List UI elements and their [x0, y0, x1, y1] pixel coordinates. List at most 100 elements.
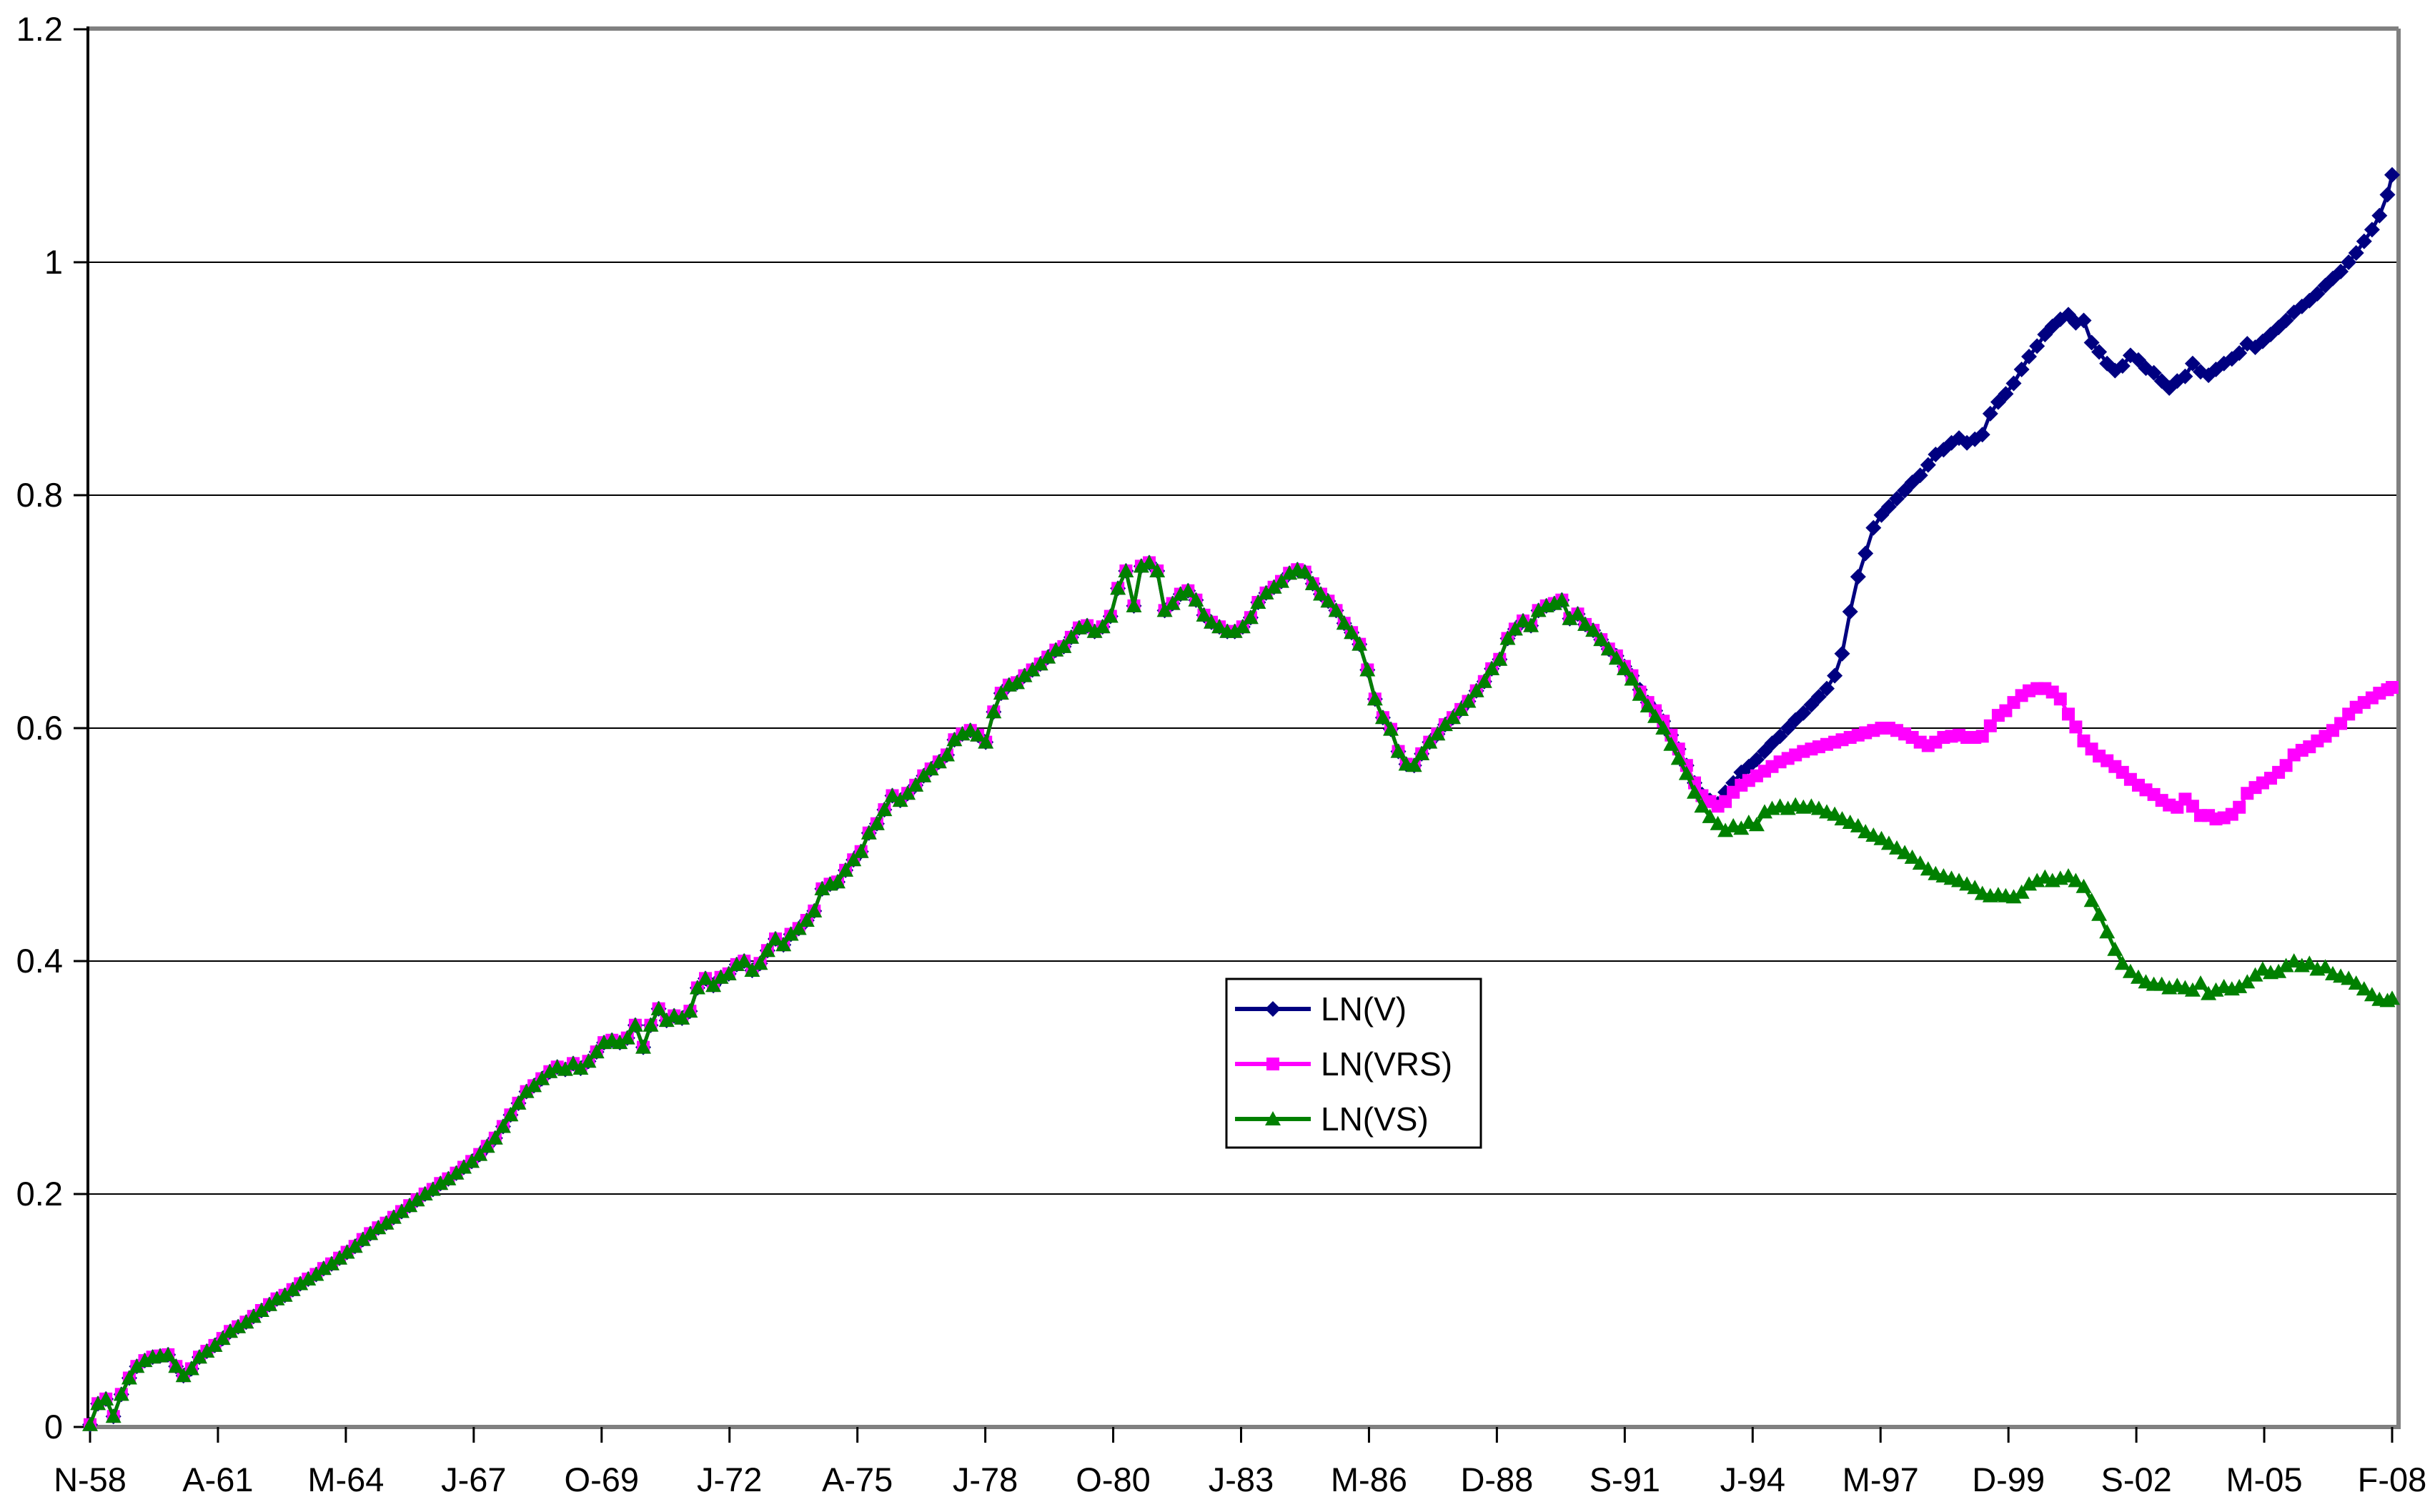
marker [440, 1170, 457, 1185]
marker [1827, 806, 1843, 821]
marker [1242, 610, 1259, 625]
marker [2068, 872, 2084, 887]
marker [1554, 592, 1570, 607]
marker [1670, 750, 1687, 765]
marker [627, 1017, 643, 1032]
marker [1880, 499, 1897, 515]
marker [783, 926, 799, 941]
marker [1974, 427, 1990, 443]
marker [993, 685, 1009, 700]
legend[interactable]: LN(V) LN(VRS) LN(VS) [1225, 978, 1482, 1149]
marker [1476, 673, 1492, 688]
marker [1180, 582, 1196, 597]
marker [1484, 660, 1500, 675]
x-axis-tick-label: A-75 [822, 1461, 893, 1498]
marker [1234, 619, 1251, 634]
marker [830, 874, 845, 889]
marker [2013, 884, 2030, 899]
marker [1056, 638, 1072, 653]
marker [682, 1003, 698, 1018]
marker [1904, 849, 1920, 864]
marker [1460, 693, 1477, 708]
legend-item-ln-vs[interactable]: LN(VS) [1235, 1100, 1429, 1138]
marker [1274, 573, 1289, 588]
marker [2356, 233, 2372, 249]
marker [1188, 592, 1204, 607]
marker [362, 1225, 379, 1240]
marker [962, 722, 978, 737]
marker [2364, 222, 2380, 238]
marker [806, 902, 823, 917]
marker [1024, 662, 1041, 677]
marker [619, 1030, 635, 1045]
marker [448, 1165, 465, 1180]
marker [674, 1010, 690, 1025]
marker [98, 1391, 114, 1406]
x-axis-tick-label: J-83 [1209, 1461, 1274, 1498]
marker [1710, 815, 1726, 830]
marker [1266, 1058, 1279, 1070]
marker [1748, 817, 1765, 832]
marker [1632, 686, 1648, 701]
marker [2341, 970, 2357, 985]
marker [1834, 645, 1850, 662]
marker [1367, 691, 1383, 706]
marker [2384, 990, 2400, 1005]
marker [2247, 967, 2263, 982]
marker [1842, 815, 1858, 829]
marker [814, 880, 830, 895]
marker [2384, 166, 2400, 183]
marker [1383, 721, 1399, 736]
marker [1204, 614, 1219, 629]
marker [1600, 641, 1617, 656]
marker [1687, 784, 1702, 799]
marker [472, 1146, 488, 1161]
marker [1336, 615, 1352, 630]
marker [518, 1083, 535, 1098]
marker [542, 1063, 558, 1078]
marker [1577, 616, 1593, 631]
marker [939, 747, 955, 762]
marker [2029, 338, 2045, 354]
marker [315, 1260, 332, 1275]
marker [1663, 736, 1680, 751]
marker [986, 704, 1002, 719]
marker [876, 802, 893, 817]
marker [1118, 563, 1134, 577]
marker [464, 1153, 480, 1168]
marker [775, 937, 792, 952]
marker [354, 1231, 371, 1246]
marker [1126, 597, 1142, 612]
marker [2114, 955, 2131, 970]
marker [1156, 602, 1173, 617]
marker [1951, 872, 1967, 887]
marker [1102, 608, 1119, 623]
marker [175, 1368, 192, 1383]
marker [705, 978, 722, 993]
marker [1437, 717, 1453, 732]
marker [2107, 941, 2123, 956]
marker [1975, 730, 1989, 743]
marker [2005, 889, 2022, 904]
marker [378, 1215, 395, 1230]
marker [1897, 845, 1913, 860]
legend-label: LN(V) [1321, 990, 1407, 1028]
x-axis-tick-label: M-97 [1843, 1461, 1919, 1498]
marker [2146, 364, 2162, 381]
legend-item-ln-vrs[interactable]: LN(VRS) [1235, 1045, 1452, 1083]
marker [199, 1343, 215, 1358]
marker [1912, 467, 1928, 484]
marker [2371, 207, 2388, 224]
marker [160, 1346, 177, 1361]
marker [1702, 808, 1718, 823]
marker [1647, 708, 1663, 723]
marker [2231, 345, 2248, 362]
legend-item-ln-v[interactable]: LN(V) [1235, 990, 1407, 1028]
marker [1842, 604, 1858, 620]
marker [1982, 405, 1998, 422]
series-ln-vs[interactable] [82, 554, 2400, 1431]
x-axis-tick-label: N-58 [54, 1461, 127, 1498]
marker [845, 852, 862, 867]
